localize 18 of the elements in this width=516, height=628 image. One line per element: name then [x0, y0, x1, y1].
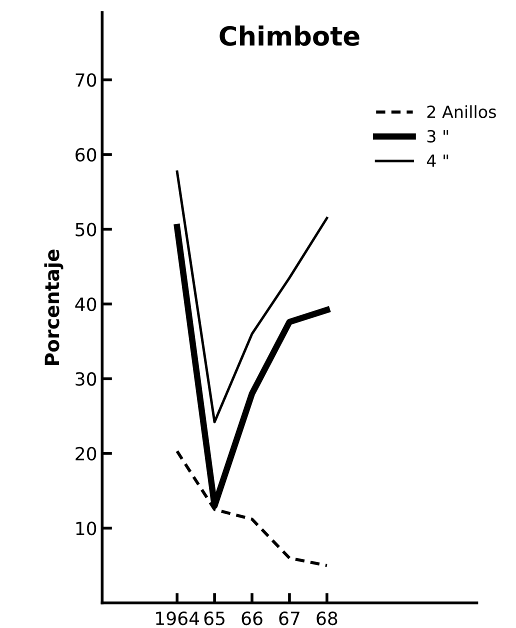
x-tick-label: 1964 [156, 612, 200, 626]
line-series [176, 170, 328, 424]
x-tick-label: 68 [316, 612, 338, 626]
legend-label: 2 Anillos [427, 105, 496, 118]
x-tick-label: 65 [204, 612, 224, 626]
x-tick-label: 66 [242, 612, 262, 626]
y-tick-label: 20 [76, 446, 96, 461]
legend-label: 3 " [427, 130, 448, 143]
y-tick-label: 50 [76, 222, 96, 236]
y-axis-title: Porcentaje [44, 250, 64, 365]
y-tick-label: 30 [76, 372, 96, 386]
legend-label: 4 " [426, 154, 448, 167]
chart-title: Chimbote [220, 26, 360, 46]
y-tick-label: 10 [76, 522, 96, 536]
y-tick-label: 70 [76, 73, 96, 87]
y-tick-label: 40 [75, 297, 96, 312]
y-tick-label: 60 [76, 148, 96, 162]
x-tick-label: 67 [279, 612, 300, 626]
